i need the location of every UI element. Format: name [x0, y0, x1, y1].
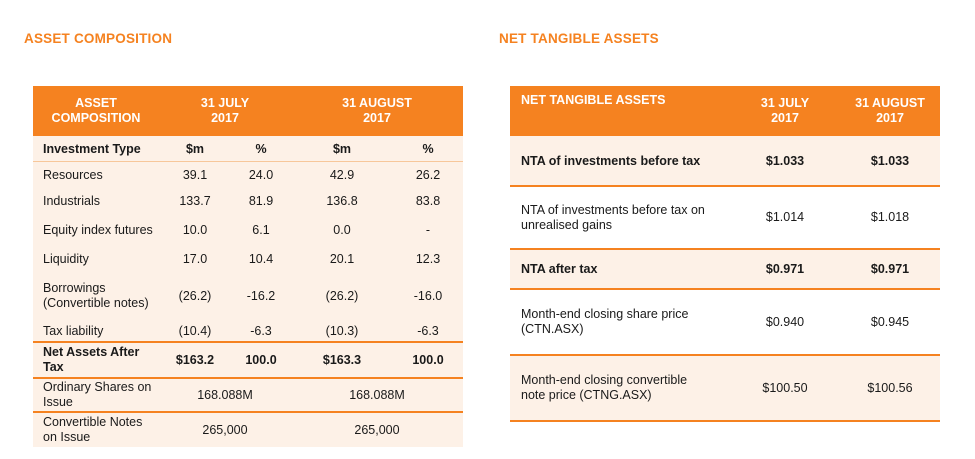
july-dollars: $163.2: [175, 352, 215, 367]
august-percent: -16.0: [413, 288, 443, 303]
july-value: $100.50: [762, 380, 808, 395]
header-31-july: 31 JULY 2017: [760, 96, 810, 125]
row-label: Tax liability: [43, 323, 104, 338]
august-percent: -6.3: [417, 323, 439, 338]
august-value: $1.033: [870, 154, 910, 168]
header-nta: NET TANGIBLE ASSETS: [521, 93, 666, 107]
july-dollars: (26.2): [178, 288, 212, 303]
august-dollars: 0.0: [333, 222, 351, 237]
table-row: Borrowings (Convertible notes) (26.2) -1…: [33, 271, 463, 321]
august-percent-header: %: [422, 141, 434, 156]
row-label: Resources: [43, 168, 103, 182]
july-value: $1.014: [765, 210, 805, 224]
row-label: NTA of investments before tax on unreali…: [521, 202, 705, 232]
july-percent: 6.1: [252, 222, 270, 237]
july-value: 168.088M: [197, 387, 253, 402]
row-label: NTA of investments before tax: [521, 154, 701, 168]
asset-composition-title: ASSET COMPOSITION: [24, 31, 173, 46]
august-value: $0.971: [870, 261, 910, 276]
table-row: Tax liability (10.4) -6.3 (10.3) -6.3: [33, 321, 463, 341]
row-label: Month-end closing convertible note price…: [521, 373, 688, 402]
net-tangible-assets-title: NET TANGIBLE ASSETS: [499, 31, 659, 46]
july-dollars: (10.4): [178, 323, 212, 338]
july-value: 265,000: [202, 422, 248, 437]
row-label: Equity index futures: [43, 222, 153, 237]
table-row: Industrials 133.7 81.9 136.8 83.8: [33, 189, 463, 213]
july-percent: 81.9: [248, 193, 274, 208]
table-row: NTA of investments before tax on unreali…: [510, 187, 940, 250]
july-percent: -16.2: [246, 288, 276, 303]
july-percent-header: %: [255, 141, 267, 156]
august-percent: 12.3: [415, 251, 441, 266]
july-value: $0.971: [765, 261, 805, 276]
table-row: Liquidity 17.0 10.4 20.1 12.3: [33, 247, 463, 271]
row-label: Net Assets After Tax: [43, 345, 140, 374]
july-value: $0.940: [765, 314, 805, 329]
asset-table-header: ASSET COMPOSITION 31 JULY 2017 31 AUGUST…: [33, 86, 463, 136]
row-label: Month-end closing share price (CTN.ASX): [521, 307, 689, 336]
august-percent: -: [425, 222, 431, 237]
header-31-august: 31 AUGUST 2017: [342, 96, 412, 125]
august-percent: 100.0: [412, 352, 444, 367]
july-dollars: 39.1: [182, 168, 208, 182]
row-label: Liquidity: [43, 251, 89, 266]
row-label: Ordinary Shares on Issue: [43, 380, 152, 409]
august-value: 168.088M: [349, 387, 405, 402]
asset-composition-table: ASSET COMPOSITION 31 JULY 2017 31 AUGUST…: [33, 86, 463, 447]
july-dollars: 133.7: [179, 193, 211, 208]
august-dollars: (10.3): [325, 323, 359, 338]
august-dollars: 136.8: [326, 193, 358, 208]
july-dollars: 17.0: [182, 251, 208, 266]
investment-type-header: Investment Type: [43, 141, 141, 156]
july-percent: 100.0: [245, 352, 277, 367]
ordinary-shares-row: Ordinary Shares on Issue 168.088M 168.08…: [33, 377, 463, 411]
table-row: Resources 39.1 24.0 42.9 26.2: [33, 162, 463, 189]
july-dollars: 10.0: [182, 222, 208, 237]
august-dollars-header: $m: [332, 141, 352, 156]
table-row: Equity index futures 10.0 6.1 0.0 -: [33, 213, 463, 247]
header-31-july: 31 JULY 2017: [200, 96, 250, 125]
july-value: $1.033: [765, 154, 805, 168]
august-value: $0.945: [870, 314, 910, 329]
august-dollars: (26.2): [325, 288, 359, 303]
august-value: 265,000: [354, 422, 400, 437]
table-row: NTA after tax $0.971 $0.971: [510, 250, 940, 290]
august-dollars: 20.1: [329, 251, 355, 266]
august-dollars: 42.9: [329, 168, 355, 182]
nta-table-header: NET TANGIBLE ASSETS 31 JULY 2017 31 AUGU…: [510, 86, 940, 136]
august-value: $100.56: [867, 380, 913, 395]
nta-table: NET TANGIBLE ASSETS 31 JULY 2017 31 AUGU…: [510, 86, 940, 422]
convertible-notes-row: Convertible Notes on Issue 265,000 265,0…: [33, 411, 463, 447]
august-value: $1.018: [870, 210, 910, 224]
table-row: Month-end closing convertible note price…: [510, 356, 940, 422]
july-percent: 24.0: [248, 168, 274, 182]
july-dollars-header: $m: [185, 141, 205, 156]
asset-table-subheader: Investment Type $m % $m %: [33, 136, 463, 162]
august-dollars: $163.3: [322, 352, 362, 367]
net-assets-row: Net Assets After Tax $163.2 100.0 $163.3…: [33, 341, 463, 377]
july-percent: -6.3: [250, 323, 272, 338]
august-percent: 26.2: [415, 168, 441, 182]
august-percent: 83.8: [415, 193, 441, 208]
table-row: Month-end closing share price (CTN.ASX) …: [510, 290, 940, 356]
header-31-august: 31 AUGUST 2017: [855, 96, 925, 125]
row-label: NTA after tax: [521, 261, 598, 276]
row-label: Convertible Notes on Issue: [43, 415, 143, 444]
row-label: Industrials: [43, 193, 100, 208]
row-label: Borrowings (Convertible notes): [43, 281, 149, 310]
table-row: NTA of investments before tax $1.033 $1.…: [510, 136, 940, 187]
header-asset-composition: ASSET COMPOSITION: [51, 96, 141, 125]
july-percent: 10.4: [248, 251, 274, 266]
